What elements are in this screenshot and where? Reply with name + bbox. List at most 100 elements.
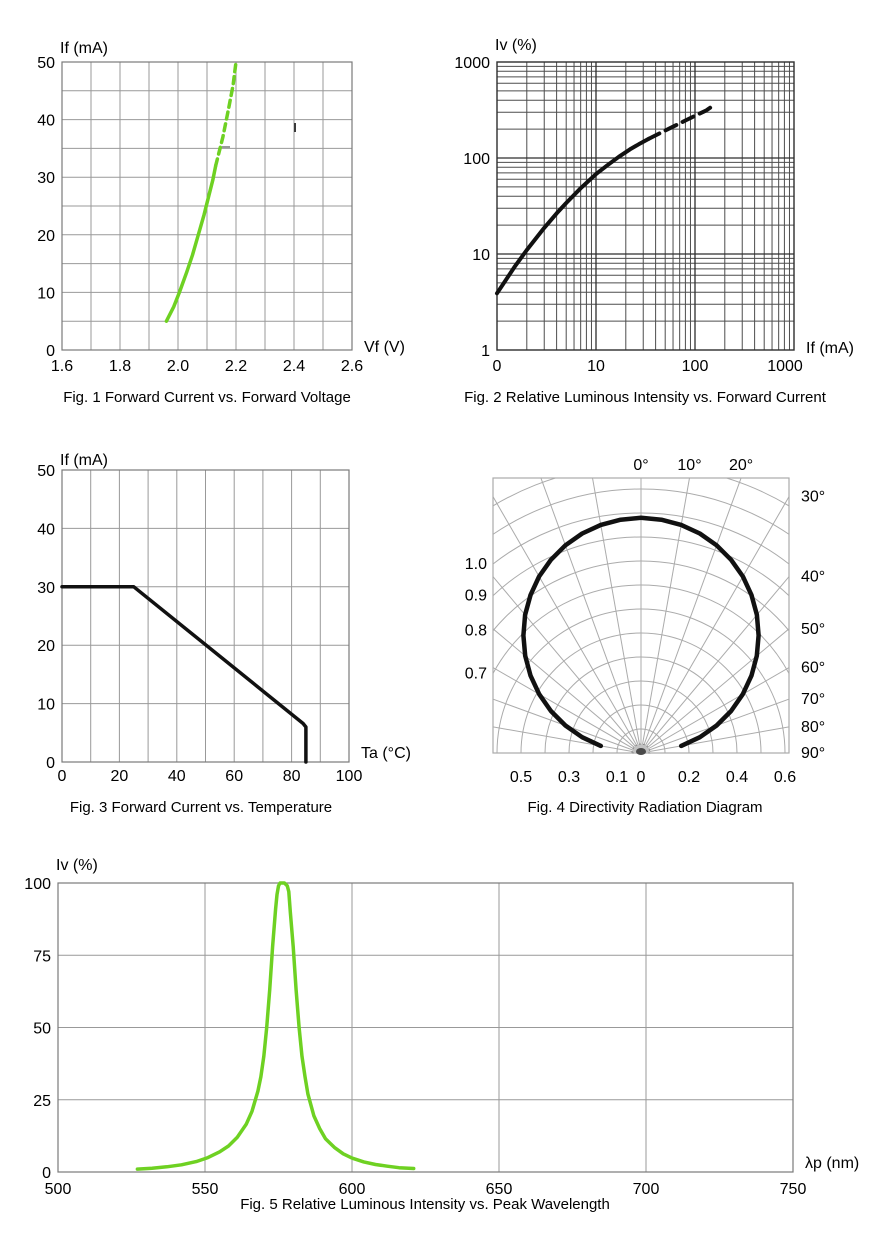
angle-label-top: 10° [677,457,701,474]
series-forward-current-measured- [164,163,218,323]
x-tick-label: 1.8 [109,358,131,375]
figure-5-luminous-intensity-vs-peak-wavelength: 500 550 600 650 700 750 0 25 50 75 100 Iv (%) λp (nm… [0,840,880,1245]
x-axis-title: λp (nm) [805,1155,859,1172]
x-tick-label: 10 [587,358,605,375]
x-tick-label: 650 [486,1181,513,1198]
bottom-axis-label: 0.1 [606,769,628,786]
radial-label-left: 0.8 [465,623,487,640]
x-tick-label: 2.6 [341,358,363,375]
y-tick-label: 10 [37,285,55,302]
x-tick-label: 700 [633,1181,660,1198]
series-maximum-forward-current-derating [60,585,308,764]
x-tick-label: 2.4 [283,358,305,375]
bottom-axis-label: 0.3 [558,769,580,786]
x-tick-label: 2.0 [167,358,189,375]
y-tick-label: 40 [37,113,55,130]
x-tick-label: 750 [780,1181,807,1198]
y-tick-label: 0 [46,343,55,360]
bottom-axis-label: 0.6 [774,769,796,786]
angle-label-right: 90° [801,745,825,762]
y-tick-label: 50 [33,1021,51,1038]
figure-1-forward-current-vs-forward-voltage: 1.6 1.8 2.0 2.2 2.4 2.6 0 10 20 30 40 50 If (mA) Vf (… [0,0,440,420]
x-axis-title: Vf (V) [364,339,405,356]
fig1-chart: 1.6 1.8 2.0 2.2 2.4 2.6 0 10 20 30 40 50 If (mA) Vf (… [37,40,405,375]
y-tick-label: 20 [37,228,55,245]
fig3-chart: 0 20 40 60 80 100 0 10 20 30 40 50 If (mA) Ta (°C) [37,452,411,785]
fig2-caption: Fig. 2 Relative Luminous Intensity vs. F… [464,389,826,406]
figure-2-luminous-intensity-vs-forward-current: 0 10 100 1000 1 10 100 1000 Iv (%) If (mA) Fig. 2… [440,0,880,420]
x-tick-label: 80 [283,768,301,785]
y-tick-label: 10 [37,697,55,714]
radial-label-left: 0.9 [465,588,487,605]
gridlines [57,882,794,1173]
x-tick-label: 0 [493,358,502,375]
x-tick-label: 500 [45,1181,72,1198]
series-relative-luminous-intensity-extrapolated- [646,103,716,141]
fig5-caption: Fig. 5 Relative Luminous Intensity vs. P… [240,1196,610,1213]
bottom-axis-label: 0.5 [510,769,532,786]
angle-label-top: 0° [633,457,648,474]
polar-grid [493,478,789,753]
y-tick-label: 75 [33,948,51,965]
x-tick-label: 60 [225,768,243,785]
y-tick-label: 0 [46,755,55,772]
series-emission-spectrum [135,881,416,1171]
bottom-axis-label: 0.4 [726,769,748,786]
x-tick-label: 1.6 [51,358,73,375]
bottom-axis-label: 0 [637,769,646,786]
fig4-caption: Fig. 4 Directivity Radiation Diagram [527,799,763,816]
fig1-caption: Fig. 1 Forward Current vs. Forward Volta… [63,389,351,406]
plot-border [61,61,353,351]
x-axis-title: Ta (°C) [361,745,411,762]
x-tick-label: 1000 [767,358,803,375]
x-tick-label: 600 [339,1181,366,1198]
bottom-axis-label: 0.2 [678,769,700,786]
stray-mark [222,146,230,148]
y-tick-label: 10 [472,247,490,264]
angle-label-right: 80° [801,719,825,736]
y-tick-label: 30 [37,170,55,187]
plot-border [57,882,794,1173]
angle-label-right: 30° [801,489,825,506]
y-tick-label: 0 [42,1165,51,1182]
plot-border [61,469,350,763]
stray-mark [294,123,296,132]
x-tick-label: 550 [192,1181,219,1198]
y-tick-label: 25 [33,1093,51,1110]
fig2-chart: 0 10 100 1000 1 10 100 1000 Iv (%) If (mA) [454,37,854,375]
y-tick-label: 100 [463,151,490,168]
major-gridlines [497,62,794,350]
plot-border [496,61,795,351]
series-forward-current-extrapolated- [213,60,238,168]
x-tick-label: 0 [58,768,67,785]
gridlines [61,469,350,763]
x-tick-label: 2.2 [225,358,247,375]
fig4-chart: 0° 10° 20° 30° 40° 50° 60° 70° 80° 90° 1.0 0.9 0.8 0.… [465,457,825,786]
x-axis-title: If (mA) [806,340,854,357]
series-relative-luminous-intensity-measured- [495,136,651,296]
x-tick-label: 40 [168,768,186,785]
fig5-chart: 500 550 600 650 700 750 0 25 50 75 100 Iv (%) λp (nm… [24,857,859,1198]
y-tick-label: 20 [37,638,55,655]
y-axis-title: Iv (%) [56,857,98,874]
figure-4-directivity-radiation-diagram: 0° 10° 20° 30° 40° 50° 60° 70° 80° 90° 1.0 0.9 0.8 0.… [440,420,880,840]
series-relative-intensity-vs-viewing-angle [521,515,761,749]
y-tick-label: 50 [37,55,55,72]
y-axis-title: Iv (%) [495,37,537,54]
y-tick-label: 100 [24,876,51,893]
y-tick-label: 50 [37,463,55,480]
y-tick-label: 30 [37,580,55,597]
y-tick-label: 1 [481,343,490,360]
origin-hub [631,743,651,755]
y-axis-title: If (mA) [60,40,108,57]
angle-label-right: 70° [801,691,825,708]
angle-label-top: 20° [729,457,753,474]
angle-label-right: 40° [801,569,825,586]
minor-gridlines [497,62,794,350]
y-tick-label: 1000 [454,55,490,72]
y-tick-label: 40 [37,521,55,538]
x-tick-label: 20 [111,768,129,785]
x-tick-label: 100 [682,358,709,375]
radial-label-left: 1.0 [465,556,487,573]
